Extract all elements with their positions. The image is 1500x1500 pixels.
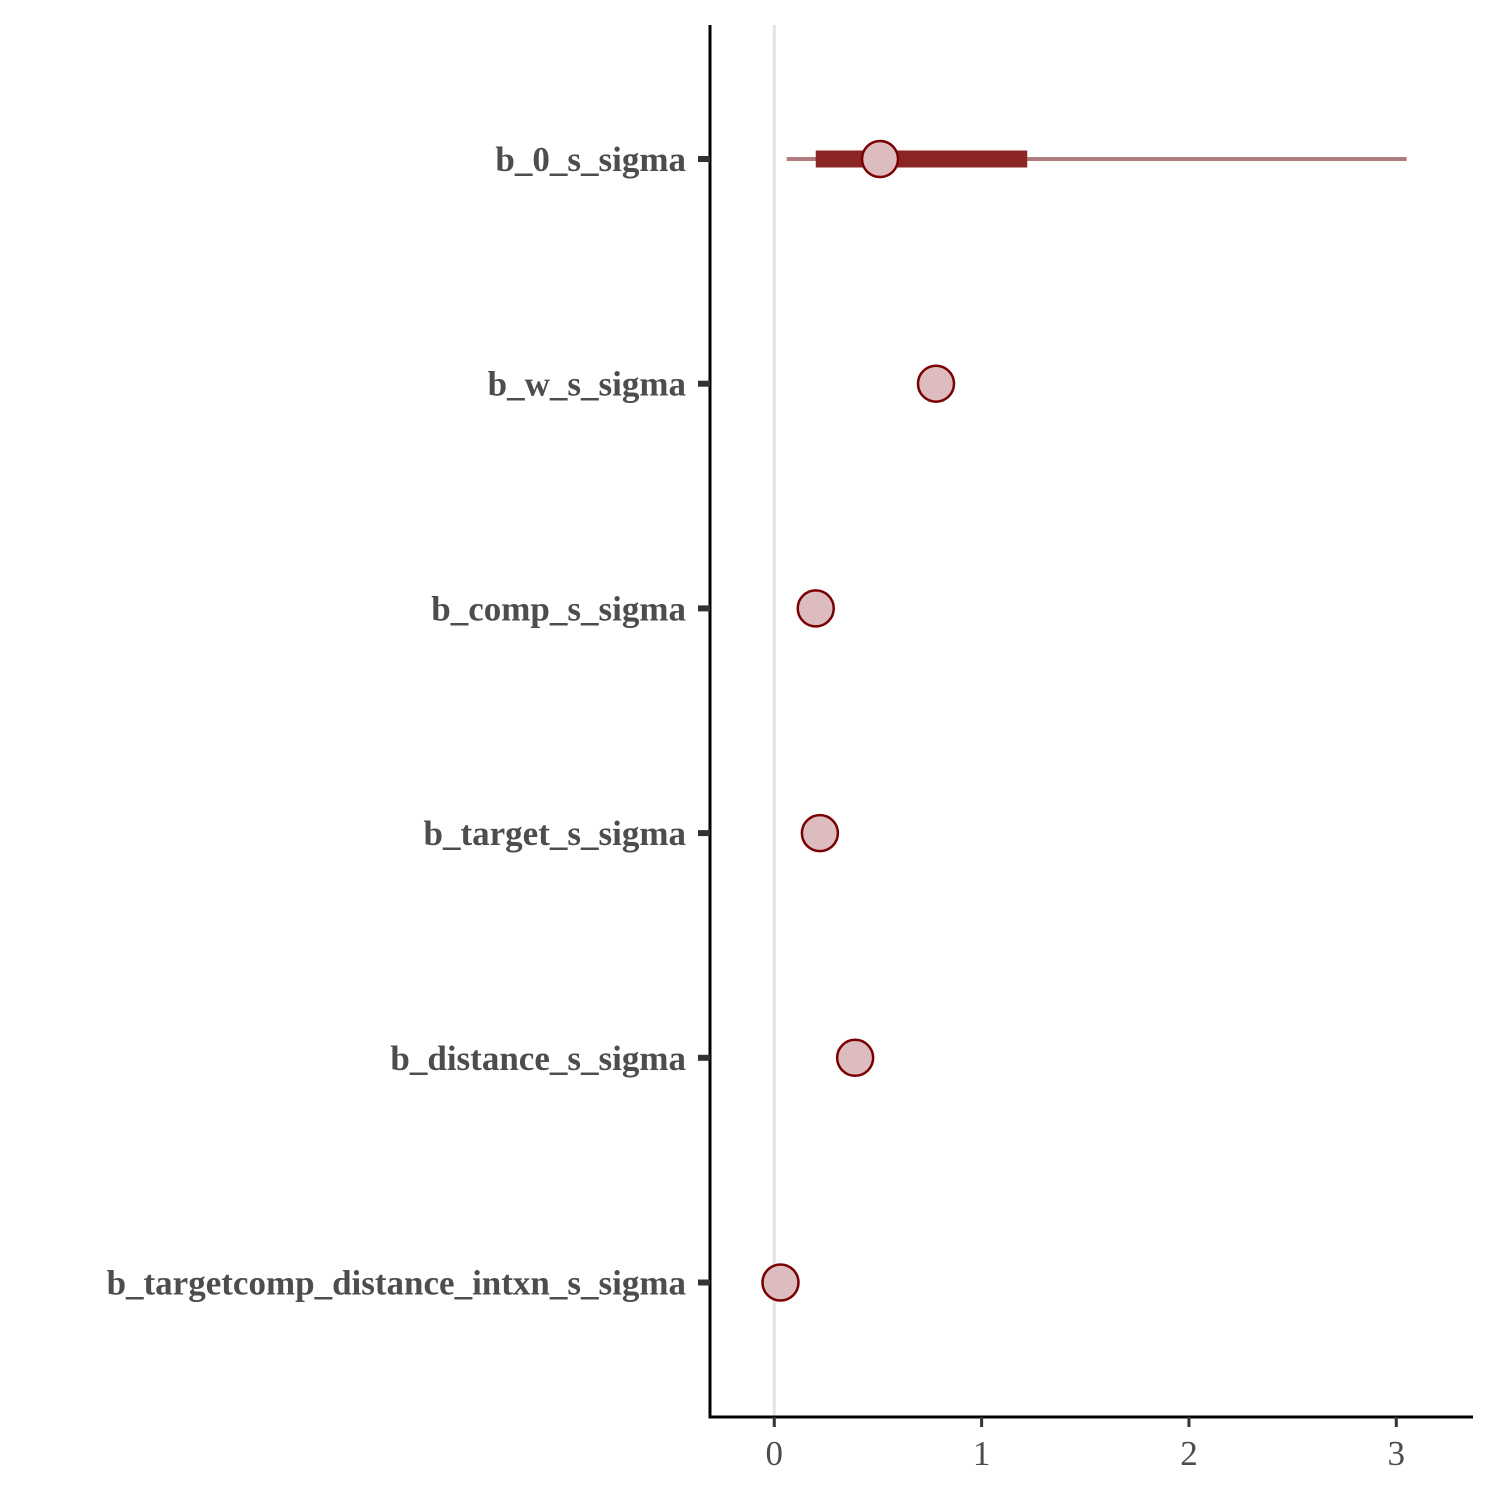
- y-tick-label: b_distance_s_sigma: [390, 1039, 686, 1078]
- x-axis-ticks: 0 1 2 3: [766, 1417, 1406, 1473]
- median-point: [860, 139, 900, 179]
- x-tick-label: 0: [766, 1434, 784, 1473]
- x-tick-label: 2: [1180, 1434, 1198, 1473]
- y-tick-label: b_0_s_sigma: [495, 140, 686, 179]
- median-point: [796, 589, 835, 628]
- y-tick-label: b_w_s_sigma: [488, 365, 686, 404]
- median-point: [761, 1263, 800, 1302]
- median-point: [835, 1038, 875, 1078]
- y-tick-label: b_comp_s_sigma: [431, 589, 686, 628]
- y-tick-label: b_targetcomp_distance_intxn_s_sigma: [107, 1264, 686, 1303]
- median-point: [800, 813, 840, 853]
- x-tick-label: 3: [1388, 1434, 1406, 1473]
- y-tick-label: b_target_s_sigma: [424, 814, 686, 853]
- median-point: [916, 364, 956, 403]
- y-axis-ticks: b_0_s_sigma b_w_s_sigma b_comp_s_sigma b_ta…: [107, 140, 710, 1303]
- interval-marks: [761, 139, 1407, 1302]
- x-tick-label: 1: [973, 1434, 991, 1473]
